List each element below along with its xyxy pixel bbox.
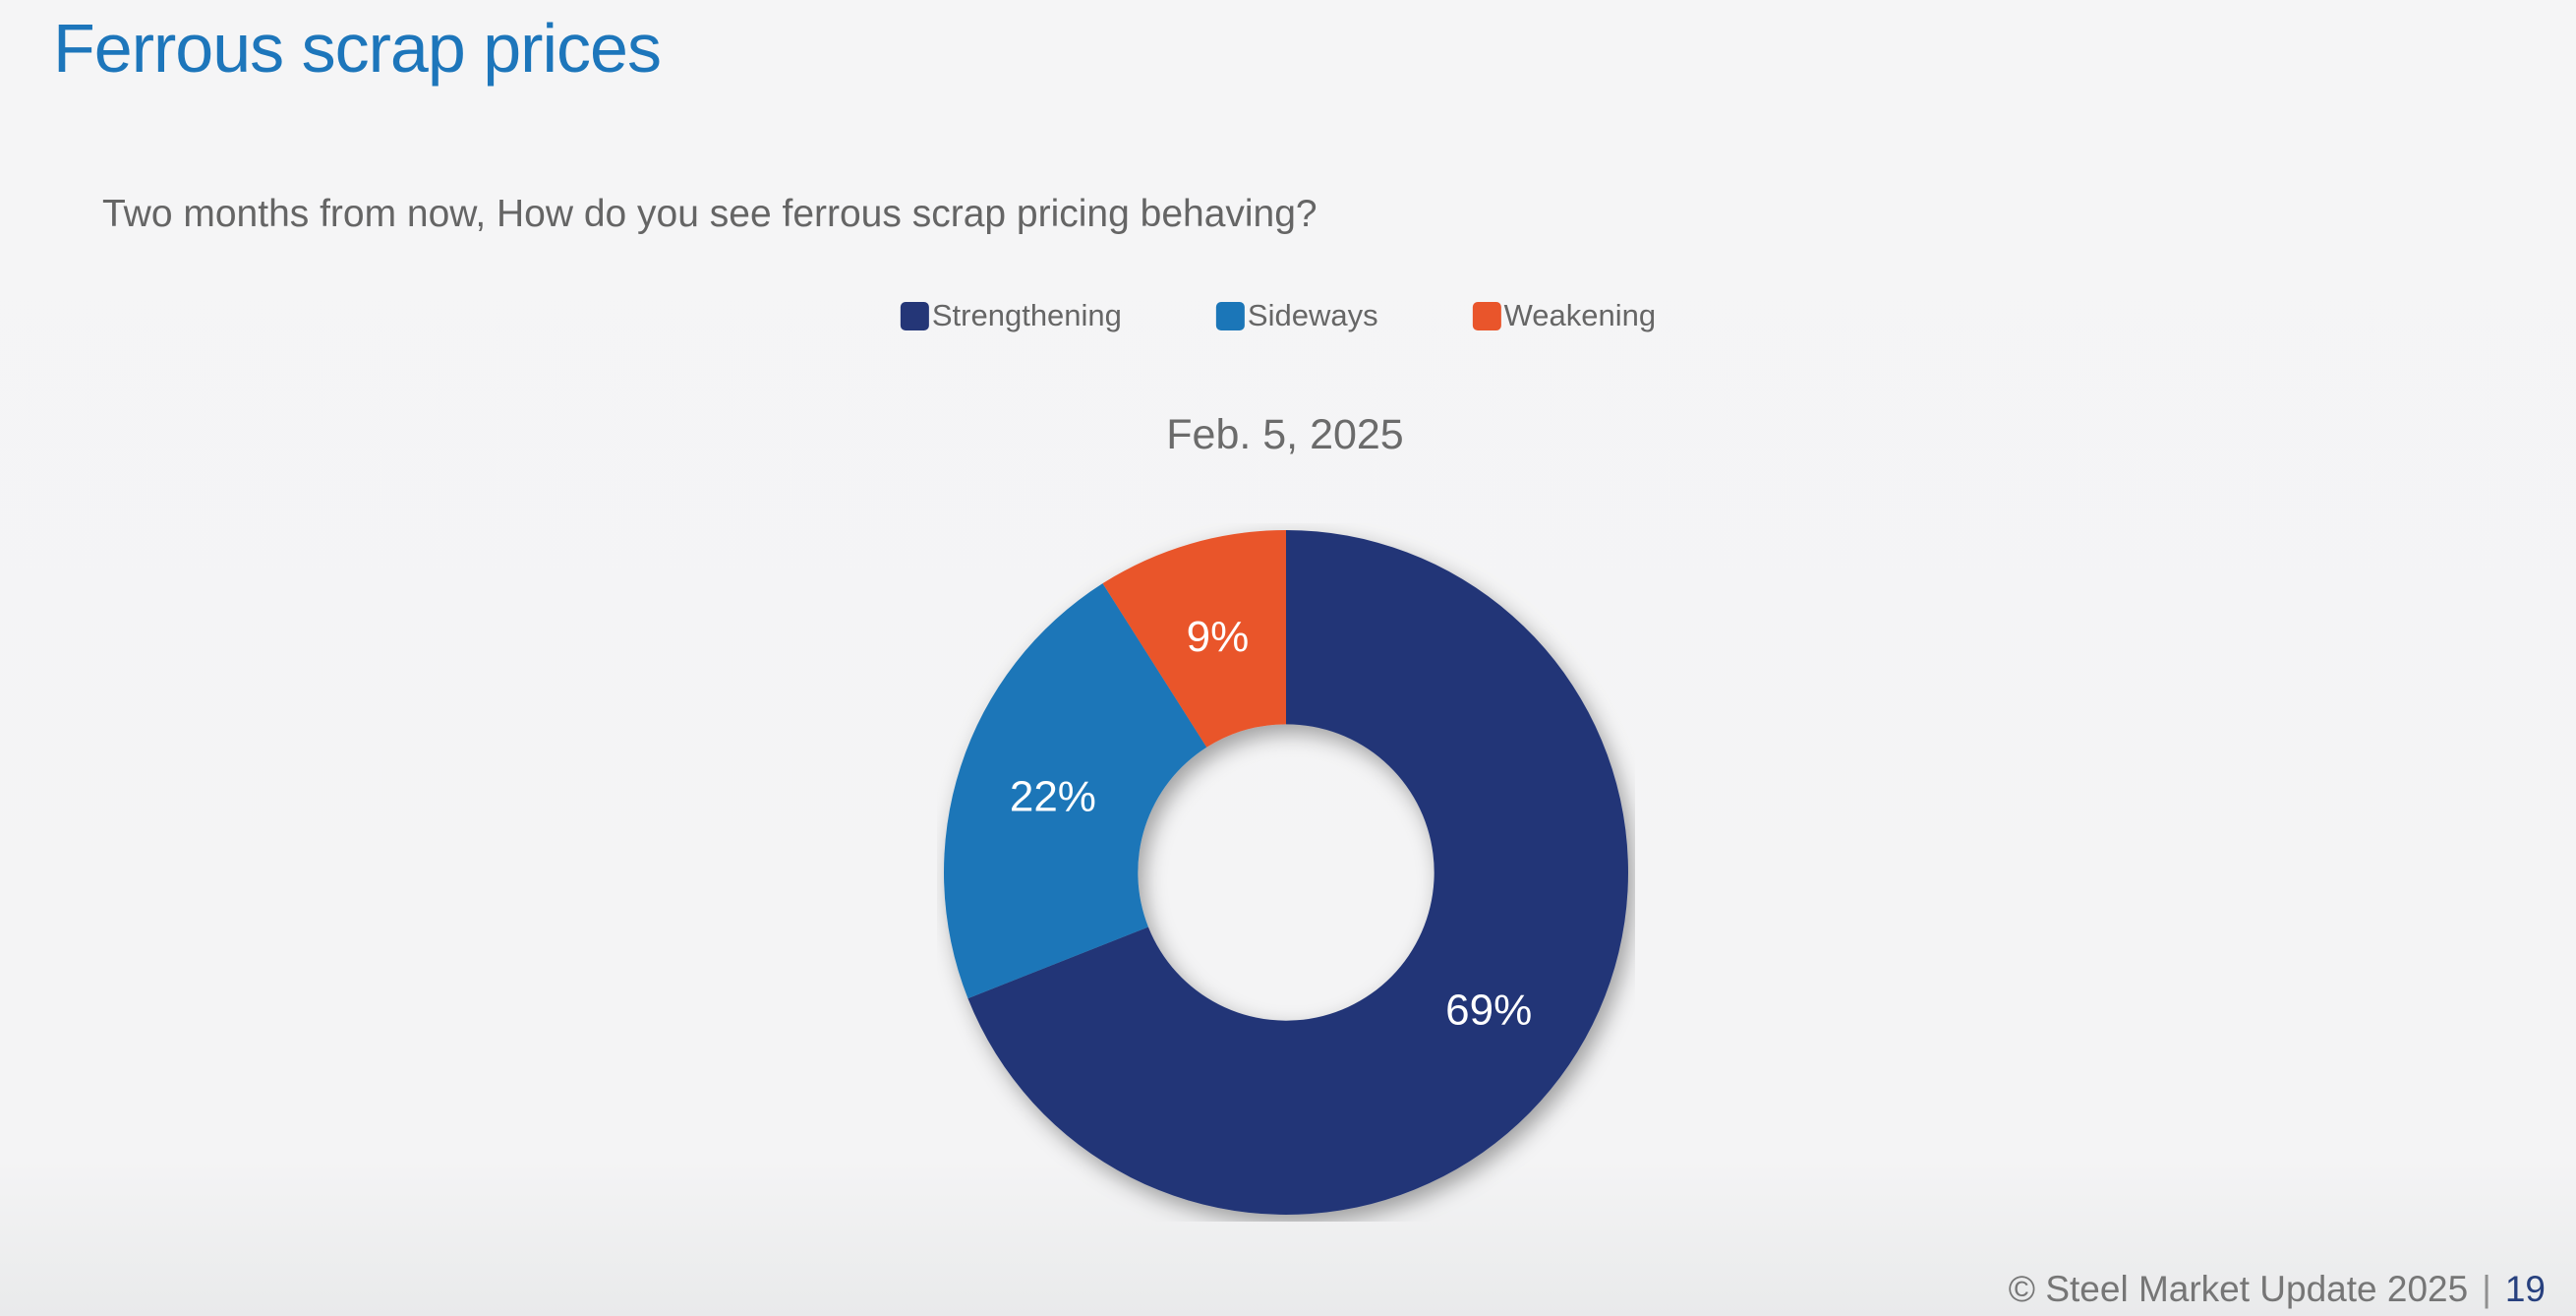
legend-item-weakening: Weakening [1472, 298, 1657, 333]
donut-chart: 69% 22% 9% [943, 530, 1629, 1215]
donut-slice-strengthening [967, 530, 1629, 1215]
legend-label-strengthening: Strengthening [931, 298, 1122, 332]
footer: © Steel Market Update 2025 | 19 [2009, 1269, 2546, 1310]
legend-swatch-weakening [1472, 301, 1501, 330]
footer-separator: | [2482, 1269, 2491, 1309]
donut-slice-sideways [943, 583, 1207, 999]
slice-label-weakening: 9% [1187, 613, 1250, 661]
donut-slice-weakening [1102, 530, 1286, 748]
legend-swatch-strengthening [900, 301, 929, 330]
legend-item-strengthening: Strengthening [900, 298, 1122, 333]
legend-label-weakening: Weakening [1503, 298, 1657, 332]
page-number: 19 [2504, 1269, 2546, 1309]
legend-label-sideways: Sideways [1247, 298, 1378, 332]
legend-swatch-sideways [1215, 301, 1245, 330]
legend-item-sideways: Sideways [1215, 298, 1378, 333]
copyright-text: © Steel Market Update 2025 [2008, 1269, 2469, 1309]
page-title: Ferrous scrap prices [53, 10, 662, 87]
chart-legend: Strengthening Sideways Weakening [900, 298, 1657, 333]
slice-label-sideways: 22% [1010, 772, 1096, 820]
slice-label-strengthening: 69% [1445, 987, 1532, 1035]
chart-date-title: Feb. 5, 2025 [1166, 411, 1404, 458]
survey-question: Two months from now, How do you see ferr… [102, 193, 1317, 235]
